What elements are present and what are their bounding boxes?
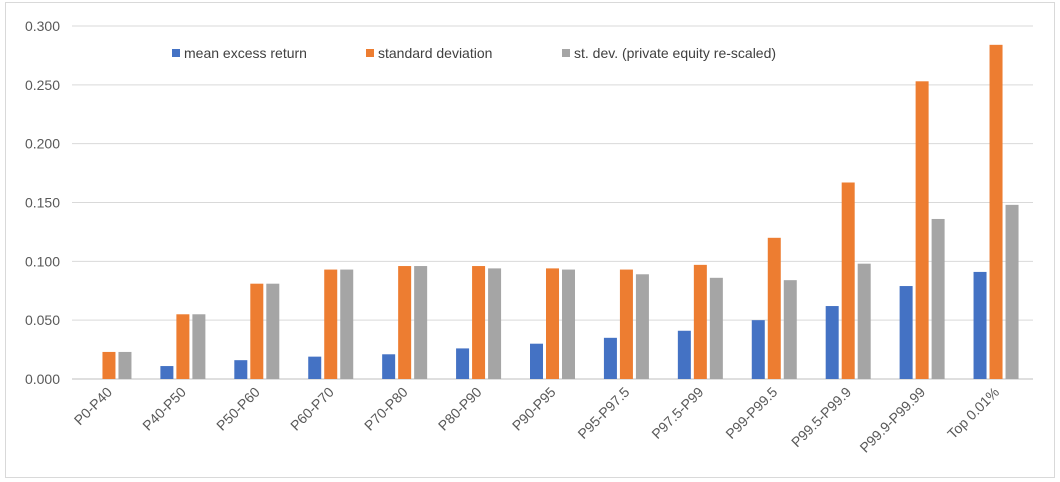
bar-standard-deviation	[841, 182, 855, 379]
bar-standard-deviation	[619, 269, 633, 379]
bar-mean-excess-return	[603, 337, 617, 379]
legend-label: st. dev. (private equity re-scaled)	[574, 45, 776, 61]
bar-st-dev-rescaled	[340, 269, 354, 379]
bar-mean-excess-return	[825, 306, 839, 379]
x-tick-label: P80-P90	[435, 384, 485, 434]
x-tick-label: P70-P80	[361, 384, 411, 434]
bar-st-dev-rescaled	[931, 218, 945, 379]
x-tick-label: P60-P70	[287, 384, 337, 434]
x-tick-label: P99.9-P99.99	[856, 384, 928, 456]
y-axis-ticks: 0.000 0.050 0.100 0.150 0.200 0.250 0.300	[25, 18, 60, 387]
legend: mean excess return standard deviation st. …	[172, 45, 776, 61]
x-tick-label: P95-P97.5	[574, 384, 632, 442]
bar-standard-deviation	[102, 351, 116, 379]
bar-st-dev-rescaled	[118, 351, 132, 379]
bar-mean-excess-return	[751, 320, 765, 379]
bar-standard-deviation	[915, 81, 929, 379]
bar-standard-deviation	[989, 44, 1003, 380]
bar-st-dev-rescaled	[192, 314, 206, 379]
legend-label: mean excess return	[184, 45, 307, 61]
chart-frame	[5, 2, 1055, 478]
bar-st-dev-rescaled	[857, 263, 871, 379]
bar-mean-excess-return	[456, 348, 470, 379]
x-axis-ticks: P0-P40 P40-P50 P50-P60 P60-P70 P70-P80 P80-P9…	[71, 384, 1002, 456]
x-tick-label: P0-P40	[71, 384, 115, 428]
y-tick-label: 0.300	[25, 18, 60, 34]
bar-standard-deviation	[176, 314, 190, 379]
bar-standard-deviation	[398, 266, 412, 379]
legend-label: standard deviation	[378, 45, 492, 61]
bar-mean-excess-return	[382, 354, 396, 379]
x-tick-label: P99-P99.5	[722, 384, 780, 442]
bar-mean-excess-return	[899, 286, 913, 379]
gridlines	[72, 25, 1033, 380]
bar-mean-excess-return	[677, 330, 691, 379]
bar-standard-deviation	[324, 269, 338, 379]
y-tick-label: 0.200	[25, 136, 60, 152]
bar-standard-deviation	[546, 268, 559, 379]
bar-st-dev-rescaled	[488, 268, 502, 379]
x-tick-label: P40-P50	[139, 384, 189, 434]
bar-standard-deviation	[693, 264, 707, 379]
bar-mean-excess-return	[308, 356, 322, 379]
bar-mean-excess-return	[160, 366, 174, 379]
y-tick-label: 0.050	[25, 312, 60, 328]
bar-standard-deviation	[767, 237, 781, 379]
legend-swatch	[562, 49, 570, 57]
bar-standard-deviation	[472, 266, 486, 379]
y-tick-label: 0.250	[25, 77, 60, 93]
legend-swatch	[172, 49, 180, 57]
legend-swatch	[366, 49, 374, 57]
bar-st-dev-rescaled	[266, 283, 280, 379]
y-tick-label: 0.150	[25, 195, 60, 211]
x-tick-label: P50-P60	[213, 384, 263, 434]
bar-st-dev-rescaled	[635, 274, 649, 379]
y-tick-label: 0.100	[25, 253, 60, 269]
bar-mean-excess-return	[234, 360, 248, 379]
bar-st-dev-rescaled	[783, 280, 797, 379]
bar-st-dev-rescaled	[562, 269, 575, 379]
bar-st-dev-rescaled	[1005, 204, 1019, 379]
bar-standard-deviation	[250, 283, 264, 379]
bar-st-dev-rescaled	[414, 266, 428, 379]
bar-mean-excess-return	[530, 343, 543, 379]
x-tick-label: P99.5-P99.9	[788, 384, 855, 451]
y-tick-label: 0.000	[25, 371, 60, 387]
bar-mean-excess-return	[973, 271, 987, 379]
bar-st-dev-rescaled	[709, 277, 723, 379]
x-tick-label: P97.5-P99	[648, 384, 706, 442]
x-tick-label: P90-P95	[509, 384, 559, 434]
x-tick-label: Top 0.01%	[944, 384, 1002, 442]
bars	[102, 44, 1019, 380]
